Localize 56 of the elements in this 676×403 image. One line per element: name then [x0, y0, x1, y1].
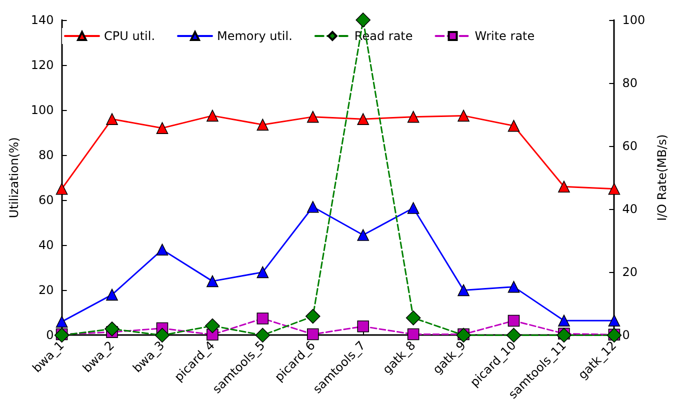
- point: [458, 284, 470, 296]
- y-tick-label: 60: [38, 193, 54, 208]
- legend-label: CPU util.: [104, 29, 156, 43]
- point: [104, 322, 120, 336]
- point: [306, 328, 319, 340]
- y-tick-label: 40: [38, 238, 54, 252]
- point: [256, 118, 269, 131]
- y-tick-label: 80: [38, 148, 54, 162]
- point: [305, 308, 320, 324]
- point: [508, 120, 520, 132]
- point: [407, 110, 420, 123]
- point: [407, 202, 420, 214]
- y-axis-title: Utilization(%): [7, 137, 21, 218]
- point: [156, 122, 168, 134]
- y2-tick-label: 20: [622, 265, 638, 280]
- y-tick-label: 140: [30, 13, 54, 27]
- point: [608, 182, 620, 195]
- point: [406, 310, 421, 326]
- point: [508, 314, 520, 327]
- point: [255, 328, 270, 343]
- y-tick-label: 20: [38, 283, 54, 298]
- point: [357, 229, 370, 241]
- point: [106, 288, 118, 301]
- point: [205, 318, 220, 334]
- point: [558, 180, 570, 193]
- y-tick-label: 0: [46, 328, 54, 342]
- point: [306, 200, 319, 213]
- point: [56, 316, 68, 328]
- point: [356, 12, 371, 28]
- point: [556, 328, 572, 343]
- point: [407, 328, 420, 340]
- point: [56, 182, 68, 195]
- point: [156, 244, 168, 256]
- point: [558, 314, 570, 326]
- point: [206, 275, 218, 288]
- point: [608, 314, 620, 326]
- y2-axis-title: I/O Rate(MB/s): [655, 134, 669, 221]
- point: [357, 320, 370, 332]
- y2-tick-label: 60: [622, 139, 638, 154]
- point: [306, 110, 319, 123]
- legend-label: Write rate: [474, 29, 535, 43]
- point: [206, 110, 218, 122]
- y-tick-label: 100: [30, 103, 54, 118]
- point: [357, 113, 370, 125]
- point: [458, 110, 470, 122]
- y2-tick-label: 0: [622, 328, 630, 342]
- point: [256, 312, 269, 324]
- y2-tick-label: 100: [622, 13, 646, 27]
- point: [154, 328, 170, 343]
- point: [256, 266, 269, 278]
- y2-tick-label: 40: [622, 202, 638, 216]
- legend-label: Memory util.: [217, 29, 292, 43]
- y-tick-label: 120: [30, 58, 54, 72]
- y2-tick-label: 80: [622, 76, 638, 90]
- point: [106, 113, 118, 125]
- point: [508, 280, 520, 293]
